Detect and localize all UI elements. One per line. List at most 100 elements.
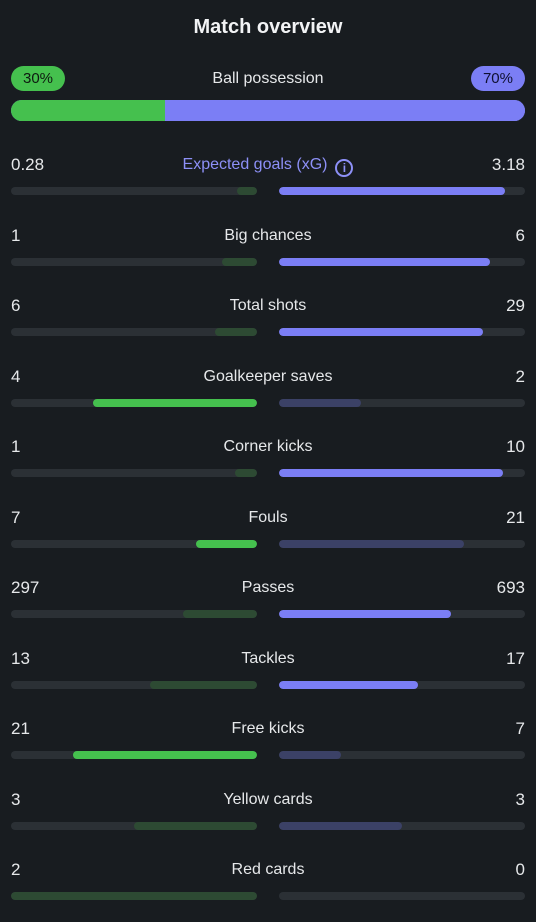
stat-label: Tackles xyxy=(11,650,525,668)
info-icon[interactable]: i xyxy=(335,159,354,177)
away-bar-fill xyxy=(279,751,341,759)
stat-label: Red cards xyxy=(11,861,525,879)
away-bar-track xyxy=(279,187,525,195)
away-possession-segment xyxy=(165,100,525,121)
away-bar-fill xyxy=(279,398,361,407)
stat-label-text: Tackles xyxy=(241,649,295,667)
home-bar-track xyxy=(11,680,257,689)
stat-label: Corner kicks xyxy=(11,438,525,456)
stat-bars xyxy=(11,539,525,548)
stat-label: Free kicks xyxy=(11,720,525,738)
home-bar-track xyxy=(11,751,257,759)
stat-values: 13 Tackles 17 xyxy=(11,649,525,671)
home-value: 1 xyxy=(11,437,21,456)
stat-values: 297 Passes 693 xyxy=(11,578,525,600)
away-bar-fill xyxy=(279,610,452,618)
away-value: 693 xyxy=(496,578,525,597)
home-value: 1 xyxy=(11,225,21,245)
home-possession-badge: 30% xyxy=(11,66,66,91)
stat-row: 1 Corner kicks 10 xyxy=(11,437,525,477)
away-bar-track xyxy=(279,328,525,336)
stat-label: Yellow cards xyxy=(11,791,525,809)
home-value: 6 xyxy=(11,296,21,315)
away-bar-fill xyxy=(279,257,490,266)
home-bar-track xyxy=(11,610,257,618)
home-bar-fill xyxy=(237,187,257,195)
stat-bars xyxy=(11,892,525,900)
stat-bars xyxy=(11,751,525,759)
stat-label-text: Expected goals (xG) xyxy=(182,156,328,173)
stat-values: 1 Big chances 6 xyxy=(11,226,525,248)
stat-values: 4 Goalkeeper saves 2 xyxy=(11,367,525,389)
stat-bars xyxy=(11,680,525,689)
stat-label-text: Passes xyxy=(241,579,295,596)
stat-label[interactable]: Expected goals (xG) i xyxy=(11,156,525,177)
stat-row: 4 Goalkeeper saves 2 xyxy=(11,367,525,407)
stat-bars xyxy=(11,469,525,477)
away-bar-track xyxy=(279,680,525,689)
stat-label-text: Red cards xyxy=(231,861,305,878)
away-bar-fill xyxy=(279,539,464,548)
home-possession-segment xyxy=(11,100,166,121)
away-value: 29 xyxy=(506,296,525,315)
home-bar-fill xyxy=(150,680,257,689)
away-bar-track xyxy=(279,751,525,759)
home-bar-track xyxy=(11,257,257,266)
stat-label-text: Free kicks xyxy=(231,720,305,737)
stat-values: 2 Red cards 0 xyxy=(11,860,525,882)
stat-label-text: Total shots xyxy=(229,297,307,314)
home-bar-fill xyxy=(234,469,257,477)
stat-values: 0.28 Expected goals (xG) i 3.18 xyxy=(11,155,525,177)
home-value: 13 xyxy=(11,648,30,668)
home-value: 4 xyxy=(11,366,21,386)
home-value: 2 xyxy=(11,860,21,879)
stat-label: Big chances xyxy=(11,227,525,245)
home-bar-fill xyxy=(72,751,257,759)
stat-label-text: Big chances xyxy=(224,226,312,244)
stat-values: 3 Yellow cards 3 xyxy=(11,790,525,812)
stat-label: Total shots xyxy=(11,297,525,315)
away-value: 6 xyxy=(515,225,525,245)
away-value: 21 xyxy=(506,507,525,527)
stat-bars xyxy=(11,398,525,407)
away-bar-track xyxy=(279,257,525,266)
stat-label: Goalkeeper saves xyxy=(11,368,525,386)
stat-values: 1 Corner kicks 10 xyxy=(11,437,525,459)
stat-label-text: Yellow cards xyxy=(223,790,313,808)
home-bar-fill xyxy=(195,539,257,548)
home-bar-fill xyxy=(214,328,257,336)
home-bar-track xyxy=(11,398,257,407)
home-bar-track xyxy=(11,469,257,477)
stat-bars xyxy=(11,257,525,266)
stat-row: 6 Total shots 29 xyxy=(11,296,525,336)
home-bar-track xyxy=(11,892,257,900)
stat-label-text: Corner kicks xyxy=(223,438,313,455)
stat-label: Passes xyxy=(11,579,525,597)
page-title: Match overview xyxy=(193,16,343,38)
away-possession-badge: 70% xyxy=(470,66,525,91)
away-value: 3 xyxy=(515,789,525,809)
stat-bars xyxy=(11,187,525,195)
stat-values: 6 Total shots 29 xyxy=(11,296,525,318)
away-bar-fill xyxy=(279,187,506,195)
away-bar-track xyxy=(279,469,525,477)
stat-values: 21 Free kicks 7 xyxy=(11,719,525,741)
possession-label: Ball possession xyxy=(212,70,324,87)
away-value: 17 xyxy=(506,648,525,668)
home-bar-fill xyxy=(11,892,257,900)
possession-header: 30% Ball possession 70% xyxy=(11,66,525,91)
possession-bar xyxy=(11,100,525,121)
stat-bars xyxy=(11,821,525,830)
away-value: 10 xyxy=(506,437,525,456)
stat-label-text: Goalkeeper saves xyxy=(203,367,333,385)
stat-row: 297 Passes 693 xyxy=(11,578,525,618)
away-value: 3.18 xyxy=(491,155,525,174)
home-bar-track xyxy=(11,187,257,195)
home-value: 0.28 xyxy=(11,155,45,174)
stat-label-text: Fouls xyxy=(248,508,288,526)
stat-row: 1 Big chances 6 xyxy=(11,226,525,266)
stat-row: 7 Fouls 21 xyxy=(11,508,525,548)
stat-row: 21 Free kicks 7 xyxy=(11,719,525,759)
away-bar-track xyxy=(279,610,525,618)
stat-bars xyxy=(11,328,525,336)
